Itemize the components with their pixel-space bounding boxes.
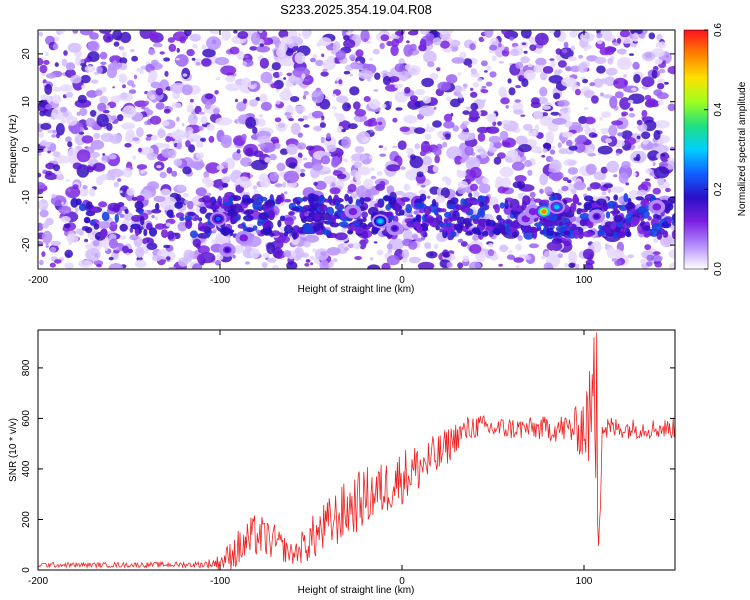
snr-y-tick-label: 200 (21, 511, 32, 528)
heatmap-y-tick-label: 0 (21, 146, 32, 152)
heatmap-x-tick-label: -100 (210, 275, 230, 286)
heatmap-x-tick-label: -200 (28, 275, 48, 286)
snr-y-tick-label: 400 (21, 460, 32, 477)
colorbar: 0.0 0.2 0.4 0.6 Normalized spectral amplitu… (683, 23, 748, 276)
colorbar-tick-label: 0.0 (713, 262, 724, 276)
heatmap-hotspot (548, 199, 566, 214)
heatmap-hotspot (344, 204, 362, 219)
snr-y-tick-label: 600 (21, 410, 32, 427)
heatmap-y-tick-label: -20 (21, 237, 32, 252)
heatmap-hotspot (535, 204, 553, 219)
heatmap-x-tick-label: 100 (576, 275, 593, 286)
heatmap-hotspot (386, 221, 404, 236)
heatmap-y-tick-label: 10 (21, 96, 32, 108)
heatmap-noise-field (38, 30, 675, 269)
heatmap-signal-band (63, 192, 675, 240)
snr-line-chart: -200 -100 0 100 0 200 400 600 800 Height of stra… (8, 329, 676, 596)
heatmap-hotspot (371, 214, 389, 229)
snr-plot-area (38, 332, 675, 570)
heatmap-y-axis-label: Frequency (Hz) (8, 115, 19, 184)
snr-x-tick-label: -200 (28, 576, 48, 587)
snr-ticks: -200 -100 0 100 0 200 400 600 800 (21, 330, 675, 587)
snr-frame (37, 329, 676, 571)
heatmap-hotspot (235, 230, 253, 245)
heatmap-x-axis-label: Height of straight line (km) (298, 284, 415, 295)
snr-x-tick-label: 100 (576, 576, 593, 587)
snr-y-tick-label: 800 (21, 359, 32, 376)
colorbar-scale (683, 29, 709, 270)
heatmap-x-tick-label: 0 (399, 275, 405, 286)
heatmap-hotspot (218, 242, 236, 257)
snr-x-tick-label: 0 (399, 576, 405, 587)
colorbar-ticks: 0.0 0.2 0.4 0.6 (704, 23, 724, 276)
snr-series-line (38, 332, 675, 570)
snr-x-tick-label: -100 (210, 576, 230, 587)
snr-y-axis-label: SNR (10 * v/v) (8, 418, 19, 482)
heatmap-y-tick-label: 20 (21, 48, 32, 60)
heatmap-hotspot (209, 211, 227, 226)
snr-x-axis-label: Height of straight line (km) (298, 585, 415, 596)
colorbar-tick-label: 0.2 (713, 182, 724, 196)
figure-title: S233.2025.354.19.04.R08 (280, 2, 432, 17)
colorbar-tick-label: 0.4 (713, 102, 724, 116)
heatmap-y-tick-label: -10 (21, 190, 32, 205)
heatmap-image (38, 30, 675, 269)
heatmap-hotspot (648, 199, 666, 214)
colorbar-label: Normalized spectral amplitude (737, 81, 748, 216)
colorbar-tick-label: 0.6 (713, 23, 724, 37)
snr-y-tick-label: 0 (21, 567, 32, 573)
heatmap-hotspot (588, 209, 606, 224)
